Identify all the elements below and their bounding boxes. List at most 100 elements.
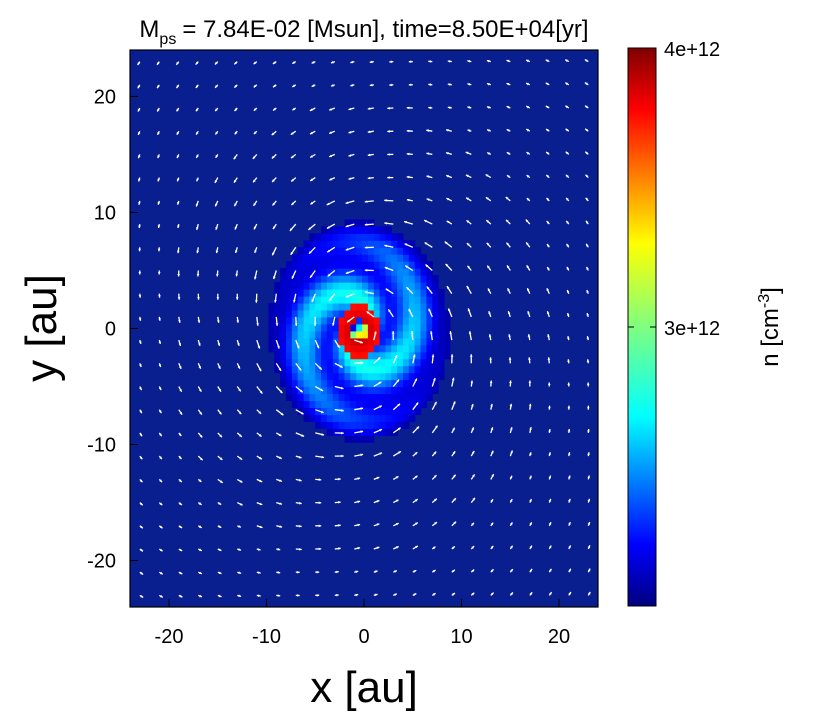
- velocity-arrowhead: [299, 548, 302, 551]
- density-cell: [332, 414, 340, 422]
- density-cell: [344, 358, 351, 367]
- velocity-arrowhead: [178, 343, 181, 346]
- velocity-arrowhead: [510, 545, 513, 549]
- density-cell: [332, 400, 340, 409]
- density-cell: [397, 316, 404, 325]
- density-cell: [362, 365, 369, 374]
- velocity-arrowhead: [404, 243, 408, 246]
- density-cell: [338, 268, 346, 276]
- velocity-arrowhead: [313, 323, 317, 326]
- velocity-arrowhead: [549, 568, 552, 572]
- velocity-arrowhead: [398, 451, 401, 454]
- velocity-arrowhead: [489, 357, 492, 360]
- density-cell: [338, 330, 346, 339]
- velocity-arrowhead: [490, 569, 494, 572]
- density-cell: [286, 379, 293, 388]
- velocity-arrowhead: [424, 242, 428, 245]
- velocity-arrowhead: [527, 288, 530, 291]
- velocity-arrowhead: [384, 199, 387, 202]
- density-cell: [303, 358, 310, 367]
- velocity-arrowhead: [259, 456, 262, 460]
- velocity-arrowhead: [176, 131, 180, 135]
- velocity-arrowhead: [509, 475, 513, 479]
- density-cell: [379, 240, 387, 248]
- velocity-arrowhead: [486, 59, 490, 63]
- density-cell: [326, 268, 334, 276]
- density-cell: [385, 226, 392, 234]
- velocity-arrowhead: [432, 546, 436, 550]
- velocity-arrowhead: [139, 479, 143, 483]
- density-cell: [443, 330, 451, 339]
- velocity-arrowhead: [309, 251, 312, 254]
- density-cell: [315, 400, 322, 409]
- velocity-arrowhead: [199, 594, 202, 598]
- velocity-arrowhead: [341, 431, 344, 435]
- density-cell: [403, 296, 410, 304]
- velocity-arrowhead: [435, 425, 438, 429]
- velocity-arrowhead: [488, 311, 491, 314]
- density-cell: [373, 247, 381, 255]
- density-cell: [286, 302, 293, 311]
- velocity-arrowhead: [567, 336, 570, 339]
- density-cell: [391, 358, 398, 367]
- density-cell: [280, 351, 287, 360]
- density-cell: [332, 428, 340, 436]
- velocity-arrowhead: [490, 545, 494, 549]
- density-cell: [356, 289, 363, 297]
- density-cell: [397, 386, 404, 395]
- density-cell: [403, 372, 410, 381]
- y-tick-label: -10: [87, 435, 116, 457]
- density-cell: [356, 254, 363, 262]
- density-cell: [420, 400, 427, 409]
- velocity-arrowhead: [426, 129, 429, 132]
- colorbar-label-close: ]: [757, 287, 784, 294]
- density-cell: [303, 337, 310, 346]
- velocity-arrowhead: [384, 267, 388, 270]
- velocity-arrowhead: [465, 151, 469, 155]
- density-cell: [356, 309, 363, 318]
- velocity-arrowhead: [471, 450, 475, 454]
- density-cell: [373, 261, 381, 269]
- velocity-arrowhead: [279, 390, 283, 394]
- density-cell: [315, 358, 322, 367]
- density-cell: [350, 407, 357, 415]
- density-cell: [297, 330, 305, 339]
- velocity-arrowhead: [329, 131, 332, 134]
- density-cell: [391, 414, 398, 422]
- density-cell: [397, 358, 404, 367]
- velocity-arrowhead: [233, 156, 237, 160]
- density-cell: [397, 393, 404, 402]
- velocity-arrowhead: [487, 265, 490, 269]
- density-cell: [408, 337, 416, 346]
- density-cell: [280, 365, 287, 374]
- density-cell: [303, 254, 310, 262]
- velocity-arrowhead: [292, 61, 296, 64]
- velocity-arrowhead: [337, 345, 340, 348]
- density-cell: [438, 344, 445, 353]
- density-cell: [385, 268, 392, 276]
- velocity-arrowhead: [159, 479, 163, 483]
- velocity-arrowhead: [428, 60, 431, 63]
- velocity-arrowhead: [292, 84, 296, 87]
- density-cell: [303, 268, 310, 276]
- density-cell: [367, 393, 375, 402]
- velocity-arrowhead: [364, 268, 368, 272]
- density-cell: [338, 372, 346, 381]
- density-cell: [350, 435, 357, 443]
- density-cell: [426, 386, 433, 395]
- density-cell: [280, 337, 287, 346]
- velocity-arrowhead: [159, 571, 163, 575]
- velocity-arrowhead: [508, 334, 511, 337]
- velocity-arrowhead: [548, 522, 552, 525]
- density-cell: [338, 226, 346, 234]
- velocity-arrowhead: [414, 499, 418, 502]
- density-cell: [391, 400, 398, 409]
- velocity-arrowhead: [367, 153, 371, 157]
- velocity-arrowhead: [177, 274, 180, 277]
- density-cell: [350, 379, 357, 388]
- velocity-arrowhead: [470, 380, 474, 384]
- density-cell: [321, 233, 328, 241]
- density-cell: [420, 275, 427, 283]
- velocity-arrowhead: [432, 593, 436, 596]
- density-cell: [356, 275, 363, 283]
